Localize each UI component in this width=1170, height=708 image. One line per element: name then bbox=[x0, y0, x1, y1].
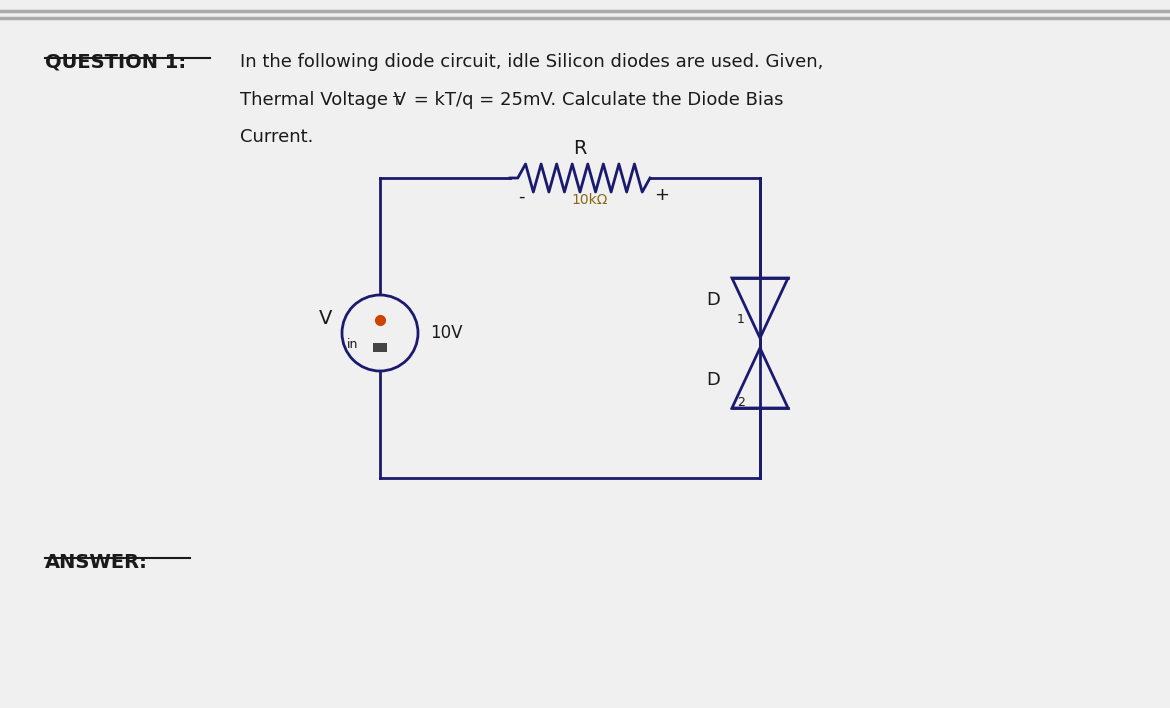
Text: T: T bbox=[393, 95, 401, 108]
Text: 10kΩ: 10kΩ bbox=[572, 193, 608, 207]
Text: Thermal Voltage V: Thermal Voltage V bbox=[240, 91, 406, 109]
Text: QUESTION 1:: QUESTION 1: bbox=[44, 53, 186, 72]
Text: R: R bbox=[573, 139, 586, 158]
Text: V: V bbox=[318, 309, 332, 329]
Text: -: - bbox=[518, 188, 524, 206]
Text: 2: 2 bbox=[737, 396, 745, 409]
FancyBboxPatch shape bbox=[373, 343, 387, 351]
Text: 1: 1 bbox=[737, 313, 745, 326]
Text: in: in bbox=[347, 338, 358, 351]
Circle shape bbox=[342, 295, 418, 371]
Text: In the following diode circuit, idle Silicon diodes are used. Given,: In the following diode circuit, idle Sil… bbox=[240, 53, 824, 71]
Text: D: D bbox=[707, 371, 720, 389]
Text: Current.: Current. bbox=[240, 128, 314, 146]
Text: D: D bbox=[707, 291, 720, 309]
Text: = kT/q = 25mV. Calculate the Diode Bias: = kT/q = 25mV. Calculate the Diode Bias bbox=[408, 91, 784, 109]
Text: 10V: 10V bbox=[431, 324, 462, 342]
Text: +: + bbox=[654, 186, 669, 204]
Text: ANSWER:: ANSWER: bbox=[44, 553, 147, 572]
